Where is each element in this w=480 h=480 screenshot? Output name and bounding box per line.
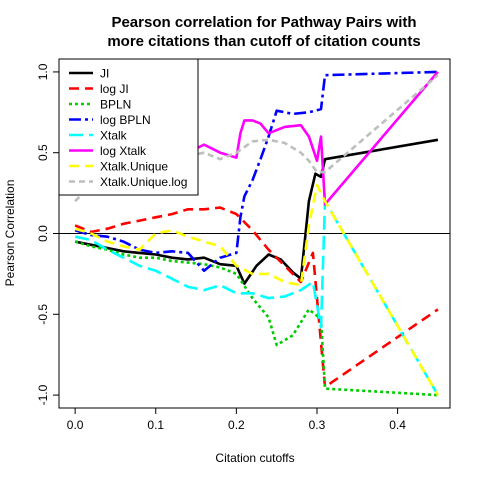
legend-label: log Xtalk bbox=[100, 144, 147, 158]
series-line-ji bbox=[74, 138, 439, 285]
legend-box bbox=[58, 58, 199, 196]
x-tick-label: 0.4 bbox=[389, 418, 406, 432]
x-tick-label: 0.3 bbox=[309, 418, 326, 432]
chart-title-line2: more citations than cutoff of citation c… bbox=[107, 33, 420, 50]
series-line-bpln bbox=[74, 240, 438, 397]
y-tick-label: -0.5 bbox=[36, 304, 50, 325]
x-tick-label: 0.2 bbox=[228, 418, 245, 432]
x-axis-label: Citation cutoffs bbox=[215, 451, 294, 465]
legend-label: Xtalk.Unique bbox=[100, 160, 168, 174]
plot-area bbox=[59, 70, 450, 397]
axes: 0.0 0.1 0.2 0.3 0.4 -1.0 -0.5 0.0 0.5 1.0 bbox=[36, 63, 406, 432]
x-tick-label: 0.0 bbox=[67, 418, 84, 432]
legend-label: log JI bbox=[100, 82, 129, 96]
series-line-log-ji bbox=[74, 206, 439, 389]
y-tick-label: 0.0 bbox=[36, 225, 50, 242]
series-line-xtalk bbox=[74, 199, 440, 396]
y-axis-label: Pearson Correlation bbox=[3, 180, 17, 287]
legend-label: Xtalk.Unique.log bbox=[100, 175, 187, 189]
legend-label: Xtalk bbox=[100, 129, 128, 143]
y-tick-label: 0.5 bbox=[36, 144, 50, 161]
series-line-xtalk-unique bbox=[74, 183, 440, 396]
series-line-log-bpln bbox=[74, 70, 438, 272]
x-tick-label: 0.1 bbox=[147, 418, 164, 432]
y-tick-label: 1.0 bbox=[36, 63, 50, 80]
legend-label: log BPLN bbox=[100, 113, 151, 127]
chart-title: Pearson correlation for Pathway Pairs wi… bbox=[111, 14, 416, 31]
legend-label: BPLN bbox=[100, 98, 131, 112]
legend-label: JI bbox=[100, 67, 109, 81]
y-tick-label: -1.0 bbox=[36, 384, 50, 405]
